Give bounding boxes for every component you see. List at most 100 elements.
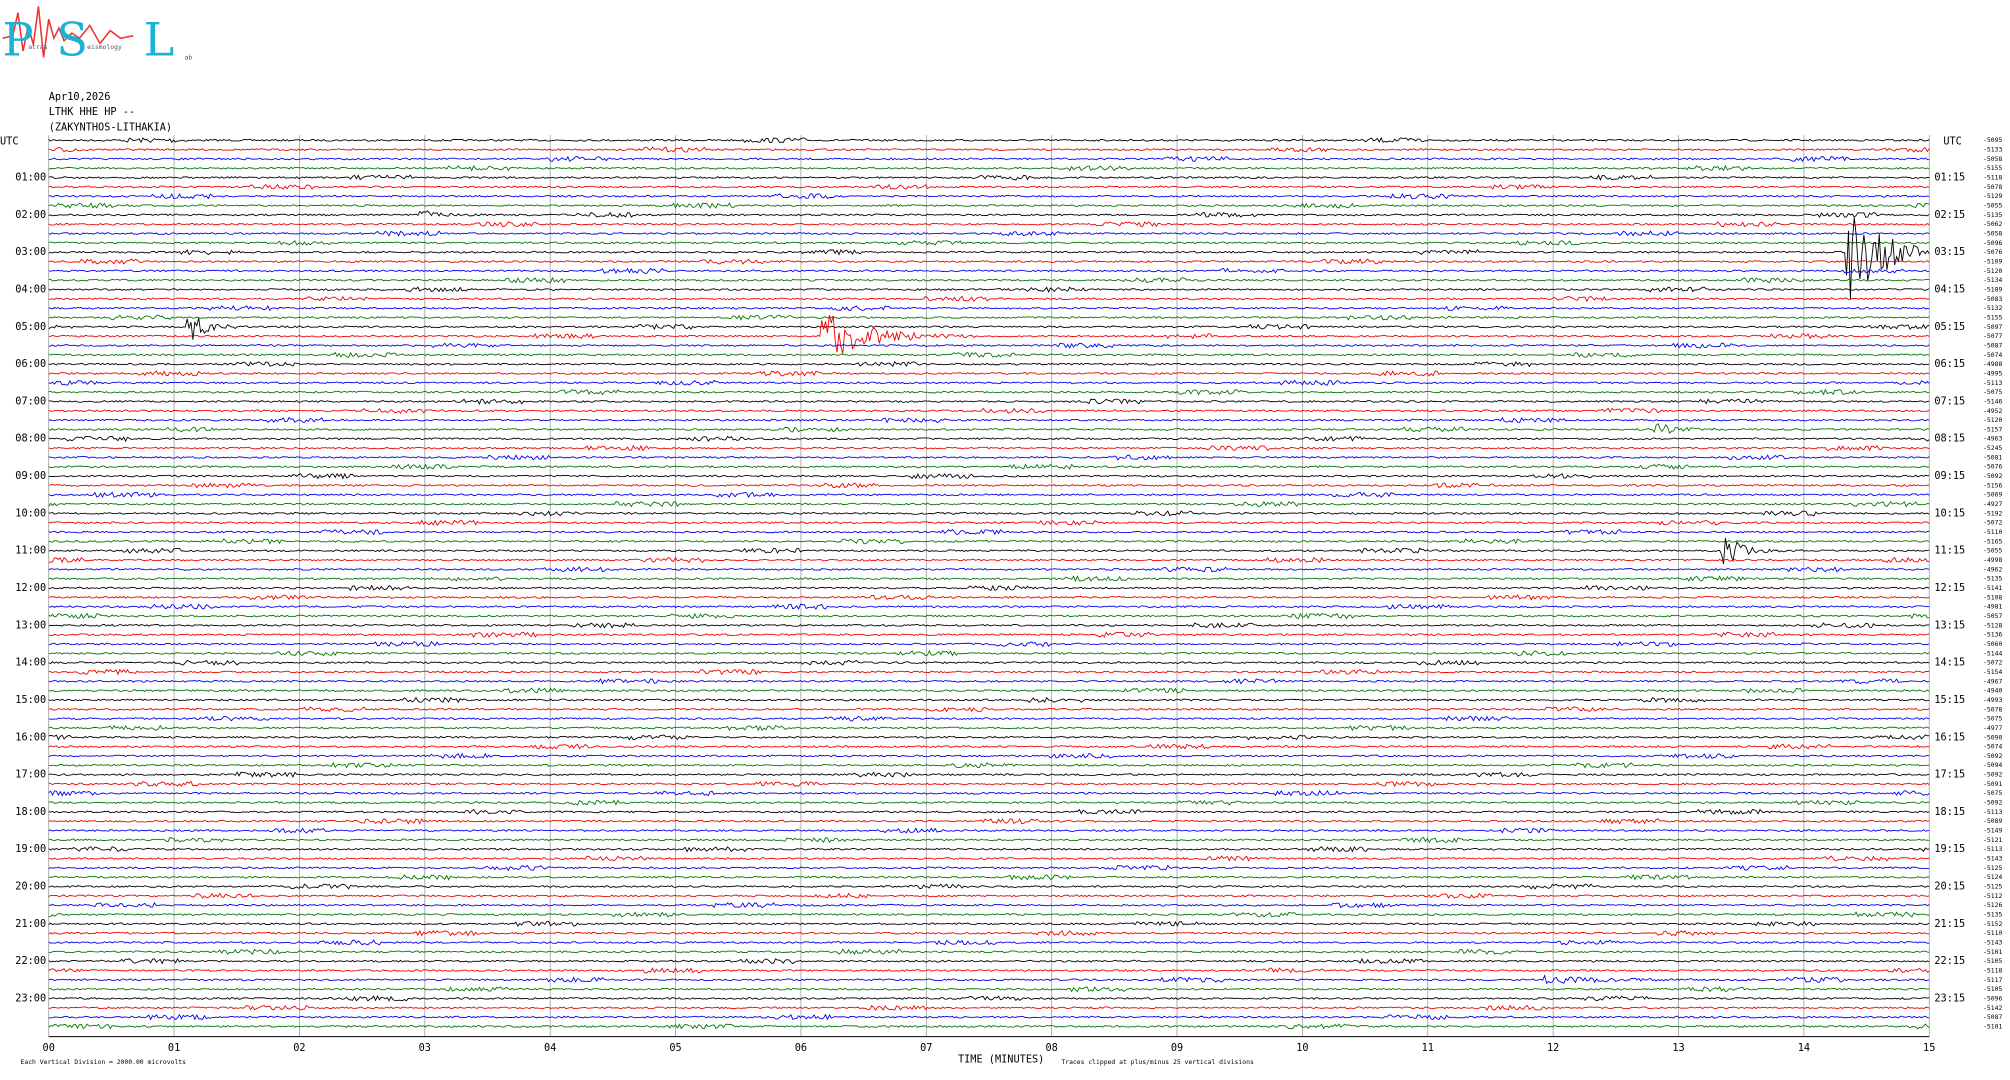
trace-offset: -5113	[1983, 845, 2002, 853]
trace-offset: -5092	[1983, 752, 2002, 760]
trace-offset: -5125	[1983, 864, 2002, 872]
trace-offset: -5075	[1983, 388, 2002, 396]
trace	[48, 210, 1930, 218]
trace	[48, 276, 1930, 284]
x-tick-label: 08	[1045, 1043, 1057, 1054]
trace-offset: -5094	[1983, 761, 2002, 769]
trace	[48, 136, 1930, 144]
trace	[48, 360, 1930, 368]
trace	[48, 594, 1930, 601]
trace	[48, 258, 1930, 265]
trace	[48, 864, 1930, 872]
x-tick-label: 06	[795, 1043, 807, 1054]
trace	[48, 752, 1930, 760]
left-hour-label: 12:00	[15, 583, 46, 594]
trace-offset: -5155	[1983, 314, 2002, 322]
trace-offset: -4988	[1983, 360, 2002, 368]
trace	[48, 566, 1930, 573]
trace-offset: -5120	[1983, 416, 2002, 424]
trace	[48, 370, 1930, 377]
trace	[48, 423, 1930, 434]
x-tick-label: 04	[544, 1043, 556, 1054]
trace	[48, 454, 1930, 461]
trace-offset: -5109	[1983, 258, 2002, 266]
trace	[48, 146, 1930, 153]
trace-offset: -5097	[1983, 323, 2002, 331]
trace	[48, 398, 1930, 405]
trace-offset: -5136	[1983, 631, 2002, 639]
x-tick-label: 14	[1798, 1043, 1810, 1054]
location: (ZAKYNTHOS-LITHAKIA)	[49, 123, 172, 134]
trace	[48, 799, 1930, 806]
trace	[48, 818, 1930, 825]
trace-offset: -5165	[1983, 537, 2002, 545]
trace-offset: -5083	[1983, 295, 2002, 303]
date: Apr10,2026	[49, 92, 111, 103]
trace-offset: -5135	[1983, 211, 2002, 219]
trace-offset: -5135	[1983, 575, 2002, 583]
trace	[48, 510, 1930, 517]
trace-offset: -5078	[1983, 183, 2002, 191]
trace	[48, 631, 1930, 638]
trace-offset: -5141	[1983, 584, 2002, 592]
right-hour-label: 15:15	[1934, 695, 1965, 706]
trace	[48, 463, 1930, 470]
trace-offset: -5092	[1983, 472, 2002, 480]
labels: 00 01 02 03 04 05 06 07 08 09 10 11 12 13 14 15 -5095 -51…	[15, 136, 2002, 1054]
trace	[48, 920, 1930, 927]
trace	[48, 780, 1930, 788]
trace-offset: -5074	[1983, 351, 2002, 359]
trace-offset: -5076	[1983, 463, 2002, 471]
left-hour-label: 10:00	[15, 508, 46, 519]
right-hour-label: 10:15	[1934, 508, 1965, 519]
x-tick-label: 11	[1422, 1043, 1434, 1054]
trace-offset: -5118	[1983, 966, 2002, 974]
trace	[48, 314, 1930, 321]
logo-letter: L	[144, 12, 175, 66]
station: LTHK HHE HP --	[49, 107, 135, 118]
left-axis-title: UTC	[0, 137, 19, 148]
right-hour-label: 22:15	[1934, 956, 1965, 967]
right-hour-label: 17:15	[1934, 770, 1965, 781]
logo-word: eismology	[87, 43, 122, 51]
trace-offset: -5092	[1983, 799, 2002, 807]
trace-offset: -5146	[1983, 397, 2002, 405]
left-hour-label: 08:00	[15, 434, 46, 445]
right-hour-label: 04:15	[1934, 285, 1965, 296]
trace	[48, 974, 1930, 985]
trace	[48, 855, 1930, 862]
logo-letter: P	[3, 12, 34, 66]
right-hour-label: 18:15	[1934, 807, 1965, 818]
trace-offset: -4981	[1983, 603, 2002, 611]
trace	[48, 491, 1930, 499]
trace	[48, 827, 1930, 834]
trace-offset: -4977	[1983, 724, 2002, 732]
left-hour-label: 02:00	[15, 210, 46, 221]
x-tick-label: 03	[419, 1043, 431, 1054]
trace	[48, 500, 1930, 508]
trace	[48, 435, 1930, 443]
right-hour-label: 08:15	[1934, 434, 1965, 445]
trace-offset: -5124	[1983, 873, 2002, 881]
trace	[48, 155, 1930, 163]
trace-offset: -5089	[1983, 817, 2002, 825]
left-hour-label: 20:00	[15, 882, 46, 893]
trace-offset: -4967	[1983, 677, 2002, 685]
trace-offset: -5090	[1983, 733, 2002, 741]
trace	[48, 929, 1930, 937]
trace	[48, 482, 1930, 489]
trace-offset: -4993	[1983, 696, 2002, 704]
trace-offset: -5143	[1983, 939, 2002, 947]
trace-offset: -4963	[1983, 435, 2002, 443]
trace	[48, 622, 1930, 629]
trace-offset: -5095	[1983, 136, 2002, 144]
trace-offset: -4962	[1983, 565, 2002, 573]
trace-offset: -5134	[1983, 276, 2002, 284]
traces	[48, 136, 1930, 1030]
trace-offset: -5058	[1983, 230, 2002, 238]
trace-offset: -5154	[1983, 668, 2002, 676]
right-hour-label: 02:15	[1934, 210, 1965, 221]
right-hour-label: 13:15	[1934, 620, 1965, 631]
